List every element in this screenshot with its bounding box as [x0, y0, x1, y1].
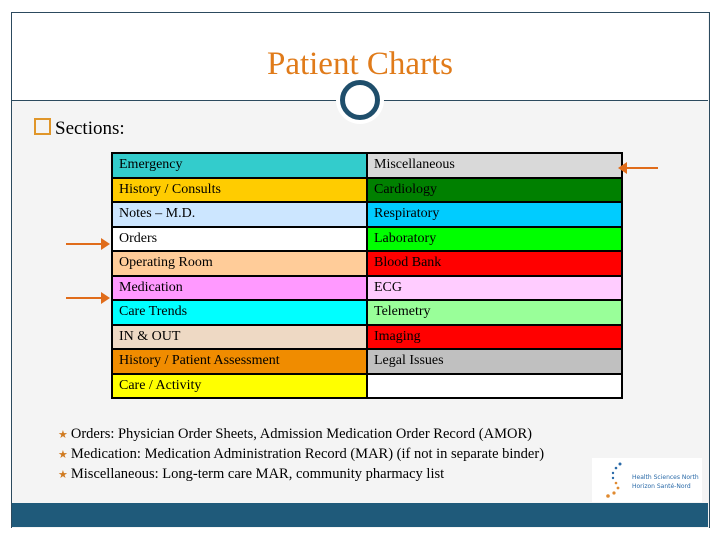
star-bullet-icon: ★: [58, 429, 68, 441]
section-cell: IN & OUT: [111, 323, 368, 350]
table-row: History / Patient Assessment Legal Issues: [111, 348, 623, 375]
hsn-logo: Health Sciences North Horizon Santé-Nord: [592, 458, 702, 502]
footer-band: [12, 503, 708, 527]
section-cell: Operating Room: [111, 250, 368, 277]
note-text: Miscellaneous: Long-term care MAR, commu…: [70, 466, 445, 482]
table-row: Emergency Miscellaneous: [111, 152, 623, 179]
section-cell: [366, 372, 623, 399]
table-row: IN & OUT Imaging: [111, 323, 623, 350]
table-row: Orders Laboratory: [111, 225, 623, 252]
ring-ornament-icon: [340, 80, 380, 120]
sections-table: Emergency Miscellaneous History / Consults…: [111, 152, 623, 399]
star-bullet-icon: ★: [58, 449, 68, 461]
logo-dots-icon: [606, 462, 622, 498]
table-row: Care Trends Telemetry: [111, 299, 623, 326]
arrow-left-icon: [618, 162, 658, 174]
section-cell: Imaging: [366, 323, 623, 350]
section-cell: Blood Bank: [366, 250, 623, 277]
star-bullet-icon: ★: [58, 469, 68, 481]
section-cell: History / Consults: [111, 176, 368, 203]
table-row: Medication ECG: [111, 274, 623, 301]
section-cell: Legal Issues: [366, 348, 623, 375]
section-cell: Emergency: [111, 152, 368, 179]
note-text: Medication: Medication Administration Re…: [70, 446, 545, 462]
section-cell: Miscellaneous: [366, 152, 623, 179]
table-row: Operating Room Blood Bank: [111, 250, 623, 277]
note-item: ★ Medication: Medication Administration R…: [58, 445, 544, 465]
arrow-right-icon: [66, 292, 110, 304]
table-row: Care / Activity: [111, 372, 623, 399]
section-cell: Laboratory: [366, 225, 623, 252]
section-cell: History / Patient Assessment: [111, 348, 368, 375]
note-text: Orders: Physician Order Sheets, Admissio…: [70, 426, 532, 442]
sections-label: Sections:: [55, 118, 125, 139]
section-cell: Medication: [111, 274, 368, 301]
section-cell: ECG: [366, 274, 623, 301]
section-cell: Cardiology: [366, 176, 623, 203]
slide-title: Patient Charts: [266, 46, 454, 82]
note-item: ★ Miscellaneous: Long-term care MAR, comm…: [58, 465, 544, 485]
logo-text: Horizon Santé-Nord: [632, 483, 691, 490]
section-cell: Care / Activity: [111, 372, 368, 399]
section-cell: Respiratory: [366, 201, 623, 228]
section-cell: Care Trends: [111, 299, 368, 326]
table-row: History / Consults Cardiology: [111, 176, 623, 203]
section-cell: Notes – M.D.: [111, 201, 368, 228]
table-row: Notes – M.D. Respiratory: [111, 201, 623, 228]
sections-heading: Sections:: [34, 118, 125, 140]
arrow-right-icon: [66, 238, 110, 250]
section-cell: Telemetry: [366, 299, 623, 326]
bullet-box-icon: [34, 118, 51, 135]
note-item: ★ Orders: Physician Order Sheets, Admissi…: [58, 425, 544, 445]
section-cell: Orders: [111, 225, 368, 252]
notes-list: ★ Orders: Physician Order Sheets, Admissi…: [58, 425, 544, 485]
logo-text: Health Sciences North: [632, 474, 699, 481]
